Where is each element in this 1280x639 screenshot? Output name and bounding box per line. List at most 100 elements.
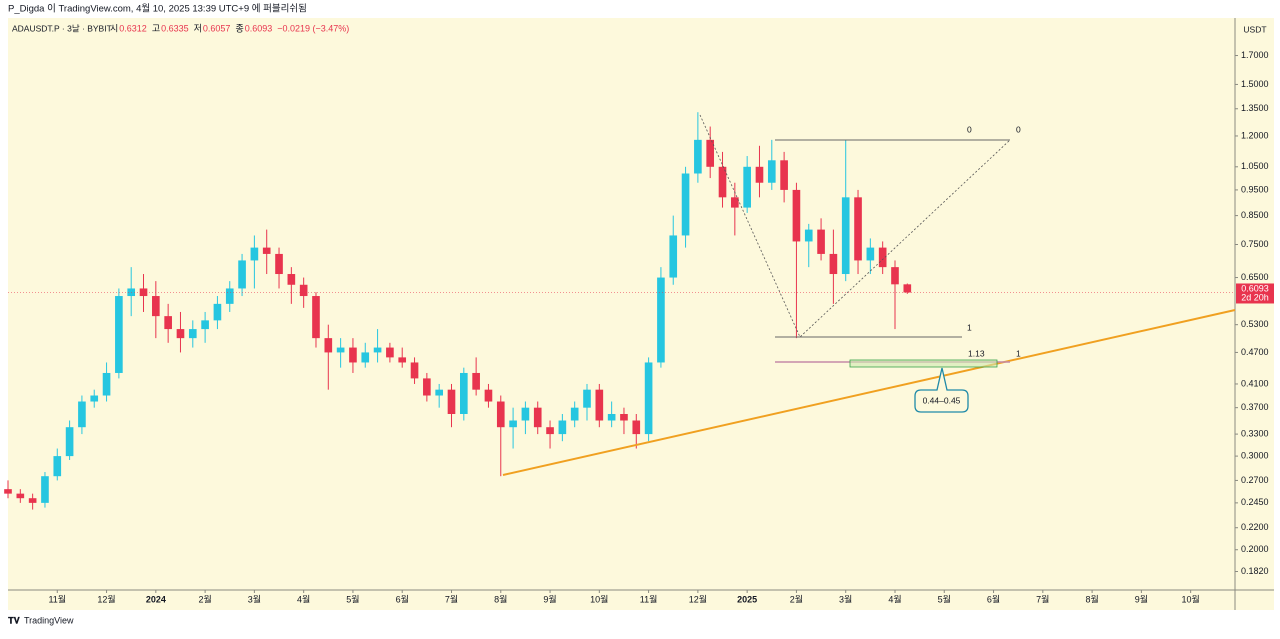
x-tick-label: 6월 [987,593,1000,604]
candle-body [620,413,628,421]
countdown: 2d 20h [1241,292,1269,302]
candle-body [804,229,813,242]
trend-line [502,309,1236,476]
x-tick-label: 8월 [494,593,507,604]
y-tick-label: 0.7500 [1241,239,1269,249]
candle-body [410,362,419,379]
candle-body [238,260,246,289]
candle-body [287,274,296,285]
candle-body [423,378,431,396]
candle-body [16,493,25,499]
candle-body [792,189,801,242]
candle-body [459,372,468,414]
x-tick-label: 9월 [543,593,556,604]
x-tick-label: 9월 [1135,593,1148,604]
candle-body [644,362,653,435]
candle-body [435,389,443,396]
candle-body [53,456,62,477]
fib-label: 0 [1016,124,1021,134]
x-tick-label: 2024 [146,594,166,604]
ohlc-key: 저 [194,23,202,33]
candle-body [718,166,727,198]
candle-body [336,347,345,353]
axes: 1.7000 1.5000 1.3500 1.2000 1.0500 0.9500 0.85… [8,50,1274,604]
candle-body [496,401,505,428]
candle-body [447,389,456,414]
candle-body [398,357,407,363]
candle-body [250,247,259,261]
fib-label: 0 [967,124,972,134]
candle-body [472,372,480,390]
x-tick-label: 2025 [737,594,757,604]
y-tick-label: 0.4700 [1241,347,1269,357]
candle-body [262,247,271,254]
y-tick-label: 0.4100 [1241,378,1269,388]
x-tick-label: 8월 [1085,593,1098,604]
fib-label: 1 [967,322,972,332]
ohlc-key: 시 [110,23,118,33]
candle-body [780,160,788,190]
fib-guide [699,114,1011,338]
candle-body [201,320,209,330]
candle-body [731,197,739,208]
y-unit: USDT [1243,24,1266,34]
candle-body [607,413,616,421]
y-tick-label: 0.8500 [1241,210,1269,220]
candle-body [102,372,111,396]
fib-label: 1 [1016,348,1021,358]
candle-body [225,288,234,304]
candle-body [866,247,875,261]
candle-body [373,347,382,353]
candle-body [632,420,641,435]
y-tick-label: 1.0500 [1241,161,1269,171]
candle-body [188,329,197,339]
x-tick-label: 4월 [297,593,310,604]
ohlc-key: 고 [152,23,160,33]
last-price-tag [1236,283,1274,304]
candle-body [829,253,838,275]
callout-box [914,367,969,413]
plot-background [8,18,1274,610]
x-tick-label: 2월 [198,593,211,604]
candle-body [755,166,764,183]
candle-body [657,277,665,363]
candle-body [767,160,776,183]
y-tick-label: 0.6500 [1241,272,1269,282]
candle-body [521,407,530,421]
candle-body [681,173,690,236]
candle-body [533,407,542,428]
candle-body [41,476,49,503]
candle-body [509,420,517,428]
x-tick-label: 5월 [938,593,951,604]
candle-body [694,139,702,174]
candle-body [312,296,320,339]
candle-body [484,389,493,402]
candle-body [583,389,591,408]
ohlc-value: 0.6057 [203,23,231,33]
y-tick-label: 0.3000 [1241,450,1269,460]
candle-body [152,296,160,317]
ohlc-readout: 시 0.6312 고 0.6335 저 0.6057 종 0.6093 −0.0219 (−3.… [110,23,349,33]
y-tick-label: 1.2000 [1241,130,1269,140]
candle-body [878,247,887,268]
y-tick-label: 0.2000 [1241,544,1269,554]
candle-body [4,489,12,494]
x-tick-label: 12월 [689,593,707,604]
x-tick-label: 7월 [445,593,458,604]
candle-body [669,235,678,278]
candle-body [570,407,579,421]
x-tick-label: 3월 [839,593,852,604]
y-tick-label: 1.5000 [1241,79,1269,89]
candle-body [299,284,308,297]
x-tick-label: 11월 [640,593,658,604]
candle-body [115,296,123,373]
y-tick-label: 0.2450 [1241,497,1269,507]
last-price-label: 0.6093 [1241,283,1269,293]
y-tick-label: 0.2200 [1241,522,1269,532]
symbol: ADAUSDT.P · 3날 · BYBIT [12,23,112,33]
candle-body [275,253,283,275]
y-tick-label: 1.7000 [1241,50,1269,60]
candle-body [891,267,899,285]
